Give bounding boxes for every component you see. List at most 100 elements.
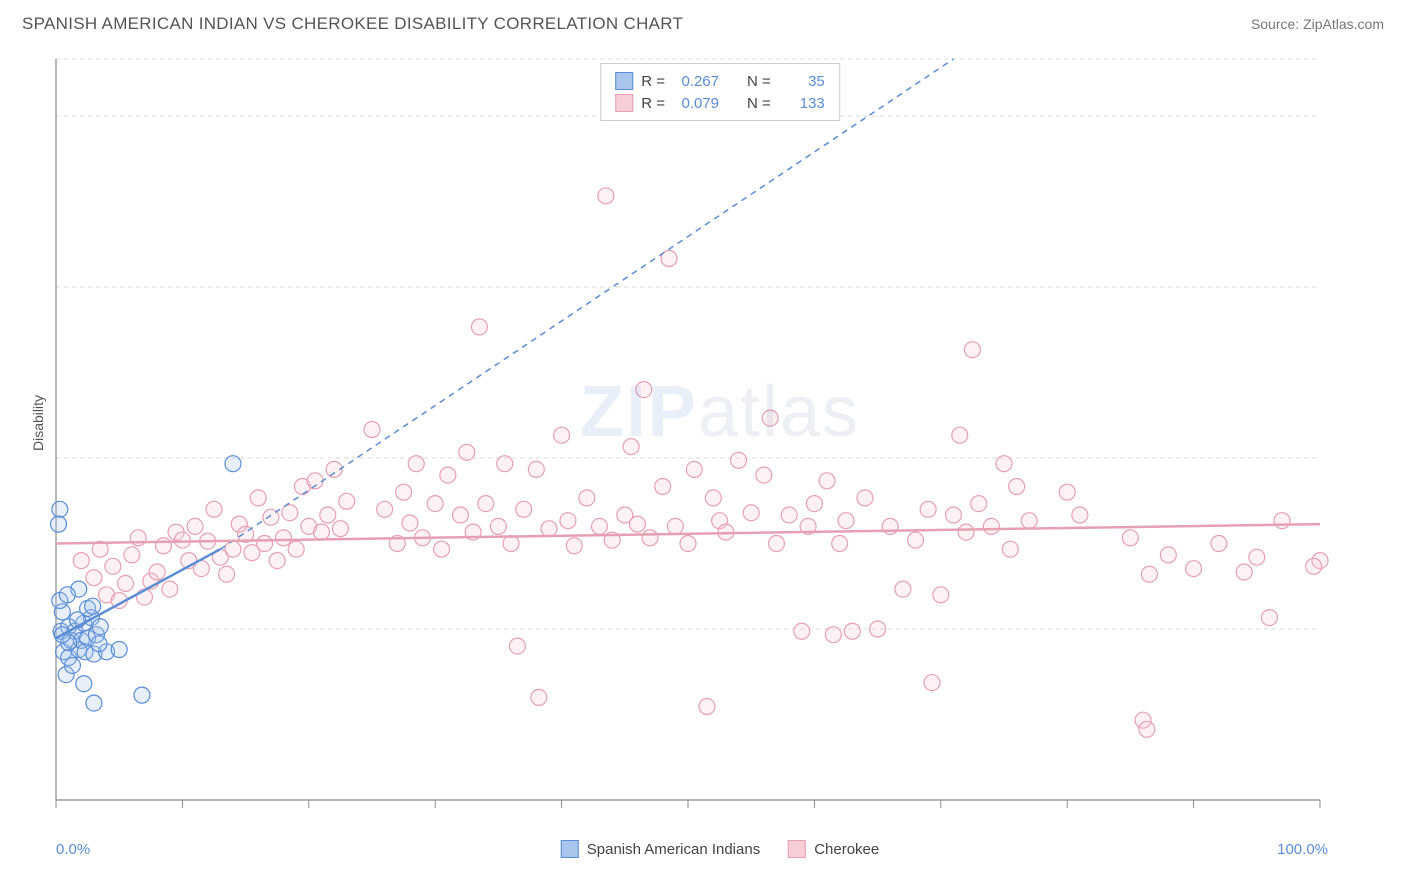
scatter-point	[1009, 479, 1025, 495]
scatter-point	[174, 532, 190, 548]
scatter-point	[219, 566, 235, 582]
legend-r-value: 0.079	[673, 95, 719, 112]
scatter-point	[579, 490, 595, 506]
scatter-point	[59, 587, 75, 603]
scatter-point	[225, 541, 241, 557]
legend-series-item: Spanish American Indians	[561, 840, 760, 858]
y-axis-label: Disability	[30, 394, 46, 450]
scatter-point	[377, 501, 393, 517]
scatter-point	[288, 541, 304, 557]
scatter-point	[832, 536, 848, 552]
legend-stat-row: R =0.267N =35	[615, 70, 825, 92]
scatter-point	[699, 699, 715, 715]
scatter-point	[705, 490, 721, 506]
scatter-point	[187, 518, 203, 534]
scatter-point	[924, 675, 940, 691]
scatter-point	[86, 695, 102, 711]
scatter-point	[623, 439, 639, 455]
x-tick-label: 100.0%	[1277, 841, 1328, 858]
scatter-point	[396, 484, 412, 500]
legend-series-name: Spanish American Indians	[587, 841, 760, 858]
scatter-point	[516, 501, 532, 517]
scatter-point	[531, 689, 547, 705]
scatter-point	[339, 493, 355, 509]
scatter-point	[105, 558, 121, 574]
scatter-point	[257, 536, 273, 552]
scatter-point	[497, 456, 513, 472]
scatter-point	[857, 490, 873, 506]
scatter-point	[1211, 536, 1227, 552]
scatter-point	[743, 505, 759, 521]
scatter-point	[933, 587, 949, 603]
scatter-point	[996, 456, 1012, 472]
scatter-point	[756, 467, 772, 483]
legend-series: Spanish American IndiansCherokee	[561, 840, 879, 858]
scatter-point	[440, 467, 456, 483]
chart-header: SPANISH AMERICAN INDIAN VS CHEROKEE DISA…	[0, 0, 1406, 44]
scatter-point	[52, 501, 68, 517]
scatter-point	[86, 570, 102, 586]
scatter-point	[313, 524, 329, 540]
scatter-point	[731, 452, 747, 468]
scatter-point	[952, 427, 968, 443]
scatter-point	[844, 623, 860, 639]
scatter-point	[1139, 721, 1155, 737]
scatter-point	[554, 427, 570, 443]
scatter-point	[686, 461, 702, 477]
scatter-point	[478, 496, 494, 512]
scatter-point	[768, 536, 784, 552]
scatter-point	[471, 319, 487, 335]
scatter-point	[149, 564, 165, 580]
scatter-point	[566, 538, 582, 554]
scatter-point	[76, 676, 92, 692]
scatter-point	[1002, 541, 1018, 557]
scatter-point	[276, 530, 292, 546]
scatter-point	[64, 657, 80, 673]
scatter-point	[1141, 566, 1157, 582]
scatter-point	[434, 541, 450, 557]
legend-r-label: R =	[641, 95, 665, 112]
scatter-point	[111, 642, 127, 658]
scatter-point	[509, 638, 525, 654]
legend-r-label: R =	[641, 73, 665, 90]
legend-n-value: 35	[779, 73, 825, 90]
scatter-point	[636, 382, 652, 398]
scatter-point	[598, 188, 614, 204]
scatter-point	[92, 619, 108, 635]
scatter-point	[124, 547, 140, 563]
scatter-plot	[50, 55, 1390, 830]
scatter-point	[85, 598, 101, 614]
legend-n-value: 133	[779, 95, 825, 112]
scatter-point	[819, 473, 835, 489]
scatter-point	[320, 507, 336, 523]
scatter-point	[592, 518, 608, 534]
scatter-point	[250, 490, 266, 506]
scatter-point	[452, 507, 468, 523]
scatter-point	[1306, 558, 1322, 574]
legend-swatch	[788, 840, 806, 858]
scatter-point	[838, 513, 854, 529]
scatter-point	[964, 342, 980, 358]
scatter-point	[642, 530, 658, 546]
scatter-point	[1122, 530, 1138, 546]
legend-stats: R =0.267N =35R =0.079N =133	[600, 63, 840, 121]
scatter-point	[560, 513, 576, 529]
scatter-point	[1261, 610, 1277, 626]
scatter-point	[1236, 564, 1252, 580]
scatter-point	[225, 456, 241, 472]
scatter-point	[971, 496, 987, 512]
legend-swatch	[615, 72, 633, 90]
legend-n-label: N =	[747, 73, 771, 90]
scatter-point	[794, 623, 810, 639]
scatter-point	[1059, 484, 1075, 500]
scatter-point	[1160, 547, 1176, 563]
x-tick-label: 0.0%	[56, 841, 90, 858]
scatter-point	[655, 479, 671, 495]
scatter-point	[895, 581, 911, 597]
scatter-point	[332, 521, 348, 537]
legend-swatch	[561, 840, 579, 858]
scatter-point	[427, 496, 443, 512]
scatter-point	[282, 505, 298, 521]
scatter-point	[91, 636, 107, 652]
scatter-point	[680, 536, 696, 552]
